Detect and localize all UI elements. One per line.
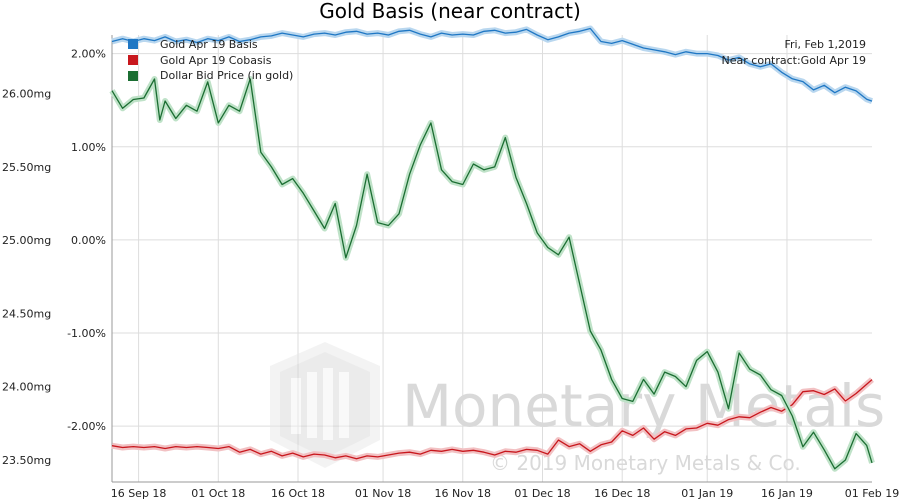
x-tick-label: 01 Oct 18 [191, 487, 245, 500]
left-axis-tick-label: 23.50mg [2, 454, 51, 467]
left-axis-tick-label: 26.00mg [2, 88, 51, 101]
right-axis-tick-label: 1.00% [71, 141, 106, 154]
left-axis-tick-label: 25.50mg [2, 161, 51, 174]
legend-item-dollar-price: Dollar Bid Price (in gold) [128, 69, 293, 82]
legend-swatch-cobasis [128, 55, 138, 65]
series-line-basis [111, 27, 873, 102]
x-tick-label: 16 Oct 18 [271, 487, 325, 500]
x-tick-label: 16 Sep 18 [111, 487, 167, 500]
legend-swatch-dollar-price [128, 71, 138, 81]
legend-item-basis: Gold Apr 19 Basis [128, 38, 258, 51]
x-tick-label: 16 Nov 18 [435, 487, 491, 500]
x-tick-label: 16 Jan 19 [761, 487, 813, 500]
chart-title: Gold Basis (near contract) [319, 0, 581, 23]
legend-label-cobasis: Gold Apr 19 Cobasis [160, 54, 272, 67]
right-axis-tick-label: 0.00% [71, 234, 106, 247]
axes [111, 35, 872, 483]
right-axis-tick-label: -1.00% [67, 327, 106, 340]
series-line-dollar-price [111, 78, 873, 470]
x-tick-label: 01 Feb 19 [845, 487, 899, 500]
contract-label: Near contract:Gold Apr 19 [722, 54, 866, 67]
x-tick-label: 01 Jan 19 [681, 487, 733, 500]
right-axis-tick-label: 2.00% [71, 48, 106, 61]
right-axis-tick-label: -2.00% [67, 420, 106, 433]
series-line-cobasis [111, 379, 873, 460]
legend-item-cobasis: Gold Apr 19 Cobasis [128, 54, 272, 67]
grid-lines [112, 35, 872, 482]
tick-labels: 16 Sep 18 01 Oct 18 16 Oct 18 01 Nov 18 16 N… [2, 48, 899, 500]
x-tick-label: 16 Dec 18 [594, 487, 650, 500]
copyright-text: © 2019 Monetary Metals & Co. [490, 451, 801, 475]
date-label: Fri, Feb 1,2019 [784, 38, 866, 51]
series-lines [109, 25, 875, 472]
left-axis-tick-label: 24.50mg [2, 307, 51, 320]
legend-swatch-basis [128, 39, 138, 49]
legend-label-dollar-price: Dollar Bid Price (in gold) [160, 69, 293, 82]
x-tick-label: 01 Nov 18 [355, 487, 411, 500]
legend: Gold Apr 19 Basis Gold Apr 19 Cobasis Do… [128, 38, 293, 82]
x-tick-label: 01 Dec 18 [514, 487, 570, 500]
left-axis-tick-label: 25.00mg [2, 234, 51, 247]
left-axis-tick-label: 24.00mg [2, 381, 51, 394]
watermark-logo [270, 342, 380, 468]
legend-label-basis: Gold Apr 19 Basis [160, 38, 258, 51]
